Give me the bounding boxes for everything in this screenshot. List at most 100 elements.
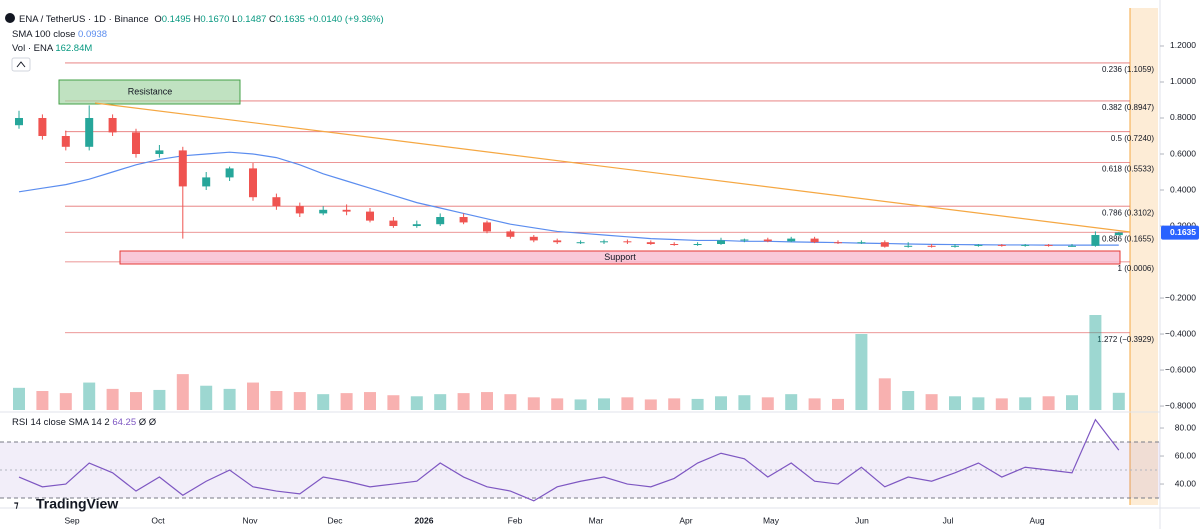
volume-bar [270, 391, 283, 410]
candle-body [366, 211, 374, 221]
volume-bar [1019, 397, 1032, 410]
y-tick-label: 0.4000 [1170, 184, 1196, 194]
volume-bar [527, 397, 540, 410]
open: 0.1495 [162, 14, 191, 25]
price-tag [1161, 225, 1199, 240]
vol-name: Vol · ENA [12, 43, 54, 54]
resistance-label: Resistance [128, 86, 173, 96]
volume-bar [738, 395, 751, 410]
candle-body [1068, 245, 1076, 247]
candle-body [202, 177, 211, 187]
volume-bar [106, 388, 119, 410]
symbol-icon [5, 13, 15, 23]
o-label: O [154, 14, 161, 25]
candle-body [997, 244, 1006, 246]
rsi-legend: RSI 14 close SMA 14 2 64.25 Ø Ø [12, 417, 157, 428]
candle-body [506, 231, 515, 237]
volume-bar [785, 394, 798, 410]
vol-value: 162.84M [55, 43, 92, 54]
sma-name: SMA 100 close [12, 29, 75, 40]
volume-bar [878, 378, 891, 410]
volume-bar [153, 389, 166, 410]
rsi-tick-label: 80.00 [1175, 422, 1197, 432]
volume-bar [293, 392, 306, 410]
y-tick-label: −0.4000 [1165, 328, 1196, 338]
candle-body [1114, 232, 1123, 236]
x-tick-label: Aug [1029, 515, 1044, 525]
c-label: C [269, 14, 276, 25]
y-tick-label: −0.8000 [1165, 400, 1196, 410]
candle-body [880, 242, 889, 247]
volume-bar [434, 394, 447, 410]
rsi-tick-label: 40.00 [1175, 478, 1197, 488]
logo-mark: ⁊ [14, 499, 19, 509]
candle-body [623, 241, 632, 243]
volume-bar [1089, 315, 1102, 410]
candle-body [108, 117, 117, 133]
x-tick-label: Feb [508, 515, 523, 525]
candle-body [436, 217, 445, 225]
candle-body [389, 220, 398, 227]
x-tick-label: 2026 [415, 515, 434, 525]
close: 0.1635 [276, 14, 305, 25]
high: 0.1670 [200, 14, 229, 25]
change: +0.0140 (+9.36%) [308, 14, 384, 25]
volume-bar [481, 392, 493, 410]
future-zone [1130, 8, 1158, 505]
volume-bar [949, 396, 961, 410]
y-tick-label: 0.2000 [1170, 220, 1196, 230]
candle-body [225, 168, 234, 178]
volume-bar [36, 391, 49, 410]
volume-bar [644, 399, 657, 410]
candle-body [132, 132, 140, 155]
candle-body [600, 241, 608, 243]
volume-bar [457, 393, 470, 410]
candle-body [85, 117, 94, 147]
fib-label: 0.236 (1.1059) [1102, 65, 1154, 74]
vol-legend: Vol · ENA 162.84M [12, 43, 92, 54]
low: 0.1487 [237, 14, 266, 25]
volume-bar [317, 394, 330, 410]
candle-body [740, 239, 749, 241]
x-tick-label: Mar [589, 515, 604, 525]
volume-bar [130, 392, 142, 410]
candle-body [61, 135, 70, 147]
volume-bar [387, 395, 400, 410]
x-tick-label: Nov [242, 515, 258, 525]
fib-label: 1 (0.0006) [1118, 264, 1155, 273]
y-tick-label: 0.6000 [1170, 148, 1196, 158]
candle-body [319, 209, 328, 214]
fib-label: 0.618 (0.5533) [1102, 165, 1154, 174]
candle-body [272, 197, 281, 207]
candle-body [38, 117, 47, 136]
y-tick-label: 1.0000 [1170, 76, 1196, 86]
candle-body [412, 224, 421, 227]
candle-body [951, 245, 959, 247]
candle-body [927, 245, 936, 247]
candle-body [249, 168, 257, 198]
candle-body [717, 240, 725, 245]
rsi-tick-label: 60.00 [1175, 450, 1197, 460]
x-tick-label: Sep [64, 515, 79, 525]
volume-bar [1112, 392, 1125, 410]
candle-body [763, 239, 772, 242]
support-box [119, 250, 1121, 265]
candle-body [787, 238, 796, 242]
candle-body [1091, 235, 1100, 246]
x-tick-label: Oct [151, 515, 165, 525]
candle-body [670, 244, 679, 246]
candle-body [1044, 244, 1053, 246]
logo-text: TradingView [36, 496, 118, 512]
volume-bar [1042, 396, 1055, 410]
h-label: H [193, 14, 200, 25]
volume-bar [410, 396, 423, 410]
candle-body [483, 222, 491, 232]
y-tick-label: 0.8000 [1170, 112, 1196, 122]
candle-body [178, 150, 187, 187]
collapse-button[interactable] [11, 57, 31, 72]
volume-bar [59, 393, 72, 410]
volume-bar [364, 392, 376, 410]
fib-label: 0.5 (0.7240) [1111, 134, 1154, 143]
volume-bar [668, 398, 681, 410]
